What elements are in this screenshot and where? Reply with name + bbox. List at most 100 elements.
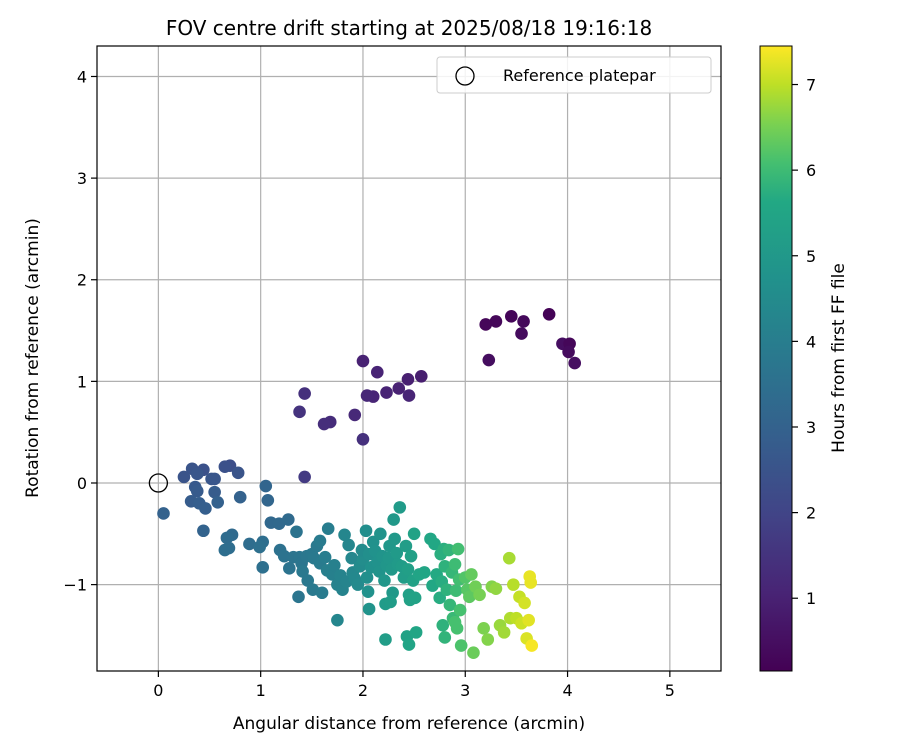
scatter-point [507, 578, 520, 591]
scatter-point [399, 539, 413, 553]
scatter-point [351, 578, 365, 591]
scatter-point [360, 571, 374, 584]
scatter-point [370, 365, 384, 379]
scatter-point [489, 315, 503, 328]
scatter-point [317, 417, 331, 431]
scatter-point [525, 639, 539, 652]
colorbar: 1 2 3 4 5 6 7 Hours from first FF file [759, 45, 849, 672]
reference-marker [148, 473, 169, 493]
x-tick-label: 1 [256, 681, 266, 700]
scatter-point [477, 622, 490, 635]
x-tick-label: 0 [153, 681, 163, 700]
scatter-point [408, 591, 422, 605]
scatter-point [220, 531, 234, 545]
scatter-point [504, 310, 518, 323]
y-tick-label: 2 [77, 271, 87, 290]
colorbar-tick-label: 6 [806, 161, 816, 180]
scatter-point [453, 603, 467, 617]
scatter-point [481, 633, 495, 646]
scatter-point [393, 501, 407, 514]
scatter-point [522, 613, 535, 627]
scatter-point [290, 525, 303, 539]
scatter-point [199, 502, 212, 515]
reference-point-marker [148, 473, 169, 493]
x-tick-label: 3 [460, 681, 470, 700]
chart-title: FOV centre drift starting at 2025/08/18 … [166, 16, 652, 40]
legend-box [436, 56, 712, 94]
scatter-point [387, 513, 400, 526]
scatter-point [568, 356, 582, 370]
scatter-point [402, 638, 416, 651]
scatter-point [407, 527, 421, 541]
scatter-point [218, 543, 232, 557]
scatter-point [401, 373, 415, 386]
scatter-point [451, 542, 465, 556]
scatter-point [342, 538, 355, 552]
scatter-point [433, 591, 446, 605]
scatter-point [313, 534, 327, 548]
plot-frame [96, 45, 722, 672]
scatter-point [197, 524, 210, 538]
scatter-point [345, 551, 359, 565]
scatter-point [473, 588, 486, 602]
scatter-point [208, 485, 221, 499]
scatter-point [256, 561, 270, 574]
scatter-point [253, 540, 266, 554]
scatter-point [315, 586, 329, 600]
scatter-point [436, 618, 450, 632]
scatter-point [348, 408, 362, 422]
legend: Reference platepar [436, 56, 712, 94]
colorbar-tick-label: 3 [806, 418, 816, 437]
scatter-point [402, 389, 416, 402]
scatter-point [281, 513, 295, 526]
scatter-point [318, 550, 332, 564]
scatter-point [379, 633, 392, 646]
y-axis: −1 0 1 2 3 4 [63, 67, 97, 595]
y-tick-label: 0 [77, 474, 87, 493]
legend-label: Reference platepar [503, 66, 656, 85]
y-tick-label: −1 [63, 576, 87, 595]
scatter-point [331, 613, 344, 627]
scatter-point [448, 615, 462, 629]
y-tick-label: 4 [77, 67, 87, 86]
scatter-point [378, 574, 391, 587]
scatter-points [157, 307, 582, 660]
x-axis-label: Angular distance from reference (arcmin) [233, 714, 585, 734]
scatter-point [438, 631, 452, 644]
scatter-point [517, 315, 530, 328]
scatter-point [362, 602, 376, 616]
colorbar-tick-label: 1 [806, 589, 816, 608]
scatter-point [524, 576, 538, 589]
colorbar-label: Hours from first FF file [829, 263, 849, 453]
scatter-point [177, 470, 191, 484]
scatter-point [442, 543, 456, 557]
scatter-point [443, 598, 457, 612]
colorbar-tick-label: 5 [806, 247, 816, 266]
scatter-point [261, 493, 275, 507]
scatter-point [208, 472, 221, 486]
scatter-point [467, 646, 480, 660]
scatter-point [562, 345, 575, 359]
y-tick-label: 3 [77, 169, 87, 188]
scatter-point [390, 546, 404, 560]
scatter-point [418, 566, 431, 579]
scatter-point [321, 522, 335, 536]
x-tick-label: 2 [358, 681, 368, 700]
colorbar-gradient [759, 45, 793, 672]
scatter-point [414, 369, 428, 383]
scatter-point [277, 549, 291, 563]
scatter-point [292, 590, 305, 604]
scatter-point [388, 532, 401, 546]
scatter-point [361, 585, 375, 599]
scatter-point [465, 568, 478, 581]
scatter-point [518, 596, 531, 610]
scatter-point [218, 460, 232, 474]
scatter-point [233, 490, 247, 504]
scatter-point [328, 559, 341, 572]
x-tick-label: 5 [665, 681, 675, 700]
scatter-point [401, 563, 415, 576]
scatter-point [356, 432, 370, 446]
scatter-point [190, 484, 204, 498]
scatter-point [243, 537, 256, 551]
scatter-point [360, 389, 374, 402]
